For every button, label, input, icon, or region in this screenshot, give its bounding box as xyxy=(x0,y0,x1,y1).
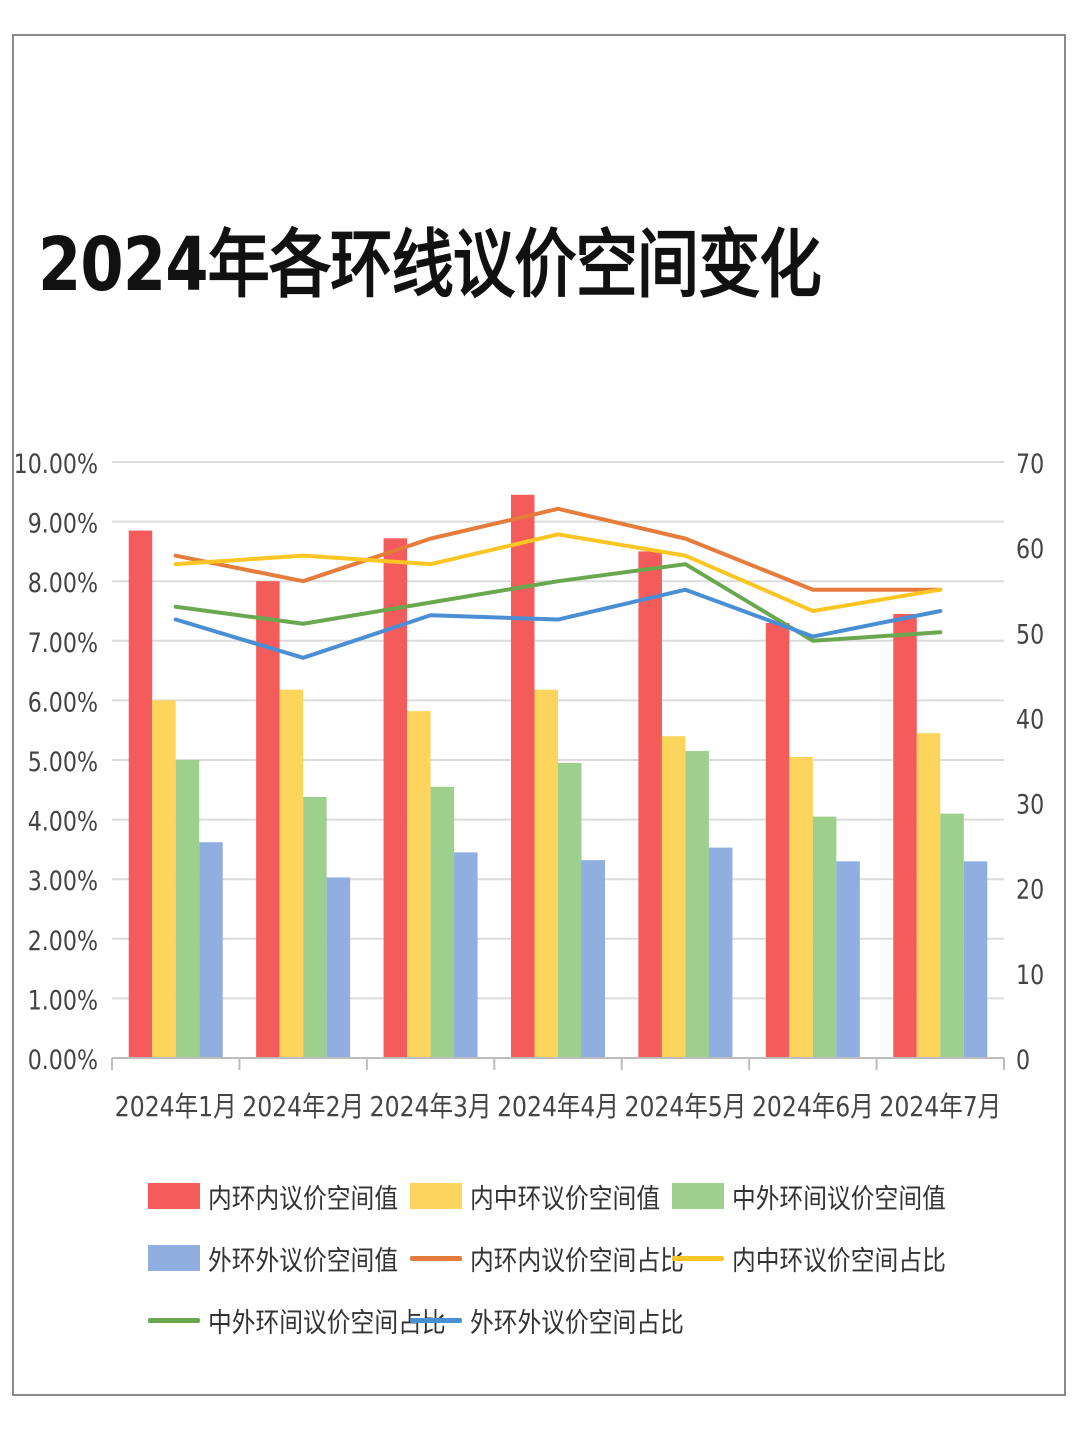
y-left-tick-label: 10.00% xyxy=(14,448,98,480)
legend-item: 内环内议价空间值 xyxy=(148,1176,424,1216)
y-right-tick-label: 20 xyxy=(1016,874,1044,906)
bar xyxy=(279,689,304,1058)
bar xyxy=(789,757,813,1058)
legend-swatch xyxy=(410,1183,462,1209)
bar xyxy=(558,762,582,1058)
legend-item: 中外环间议价空间值 xyxy=(672,1176,975,1216)
legend-label: 外环外议价空间值 xyxy=(208,1245,399,1277)
y-left-tick-label: 2.00% xyxy=(28,925,98,957)
legend-swatch xyxy=(410,1255,462,1261)
x-tick-label: 2024年5月 xyxy=(625,1091,747,1123)
y-left-tick-label: 6.00% xyxy=(28,686,98,718)
y-left-tick-label: 0.00% xyxy=(28,1044,98,1076)
bar xyxy=(765,622,790,1058)
bar xyxy=(128,530,153,1058)
series-line xyxy=(173,562,943,643)
bar xyxy=(430,786,455,1058)
y-left-tick-label: 7.00% xyxy=(28,627,98,659)
bar xyxy=(534,689,558,1058)
y-right-tick-label: 10 xyxy=(1016,959,1044,991)
legend-item: 内中环议价空间值 xyxy=(410,1176,686,1216)
legend-swatch xyxy=(148,1317,200,1323)
legend-swatch xyxy=(672,1183,724,1209)
bar xyxy=(708,847,733,1058)
bar xyxy=(638,551,662,1058)
y-right-tick-label: 50 xyxy=(1016,618,1044,650)
x-tick-label: 2024年6月 xyxy=(752,1091,874,1123)
bar xyxy=(303,796,327,1058)
bar xyxy=(836,861,860,1058)
legend-item: 外环外议价空间值 xyxy=(148,1238,424,1278)
bar xyxy=(175,760,200,1058)
bar xyxy=(199,842,223,1058)
bar xyxy=(581,860,605,1058)
series-line xyxy=(173,532,943,613)
bar xyxy=(661,736,686,1058)
bar xyxy=(256,581,280,1058)
y-right-tick-label: 0 xyxy=(1016,1044,1030,1076)
bar xyxy=(152,700,176,1058)
legend-label: 内环内议价空间占比 xyxy=(470,1245,684,1277)
y-left-tick-label: 4.00% xyxy=(28,805,98,837)
legend-label: 内中环议价空间值 xyxy=(470,1183,661,1215)
x-tick-label: 2024年4月 xyxy=(497,1091,619,1123)
y-right-tick-label: 30 xyxy=(1016,788,1044,820)
y-right-tick-label: 60 xyxy=(1016,533,1044,565)
bar xyxy=(812,816,837,1058)
bar xyxy=(326,877,351,1058)
bar xyxy=(383,538,408,1058)
x-tick-label: 2024年1月 xyxy=(115,1091,237,1123)
x-tick-label: 2024年3月 xyxy=(370,1091,492,1123)
x-tick-label: 2024年7月 xyxy=(879,1091,1001,1123)
legend-swatch xyxy=(410,1317,462,1323)
y-left-tick-label: 5.00% xyxy=(28,746,98,778)
bar xyxy=(685,751,709,1058)
legend-swatch xyxy=(148,1183,200,1209)
series-line xyxy=(173,587,943,660)
series-line xyxy=(173,506,943,592)
y-right-tick-label: 40 xyxy=(1016,703,1044,735)
y-left-tick-label: 3.00% xyxy=(28,865,98,897)
x-tick-label: 2024年2月 xyxy=(242,1091,364,1123)
bar xyxy=(893,613,917,1058)
legend-item: 中外环间议价空间占比 xyxy=(148,1300,478,1340)
legend-label: 内中环议价空间占比 xyxy=(732,1245,946,1277)
bar xyxy=(916,733,941,1058)
legend-item: 内环内议价空间占比 xyxy=(410,1238,713,1278)
y-left-tick-label: 1.00% xyxy=(28,984,98,1016)
bar xyxy=(454,852,478,1058)
legend-swatch xyxy=(672,1255,724,1261)
legend-swatch xyxy=(148,1245,200,1271)
bar xyxy=(511,494,535,1058)
bar xyxy=(407,711,431,1058)
legend-label: 中外环间议价空间占比 xyxy=(208,1307,446,1339)
legend-item: 外环外议价空间占比 xyxy=(410,1300,713,1340)
legend-label: 外环外议价空间占比 xyxy=(470,1307,684,1339)
bar xyxy=(963,861,988,1058)
legend-label: 内环内议价空间值 xyxy=(208,1183,399,1215)
bar xyxy=(940,813,964,1058)
y-left-tick-label: 8.00% xyxy=(28,567,98,599)
y-left-tick-label: 9.00% xyxy=(28,507,98,539)
y-right-tick-label: 70 xyxy=(1016,448,1044,480)
legend-label: 中外环间议价空间值 xyxy=(732,1183,946,1215)
chart-title: 2024年各环线议价空间变化 xyxy=(38,222,822,308)
legend-item: 内中环议价空间占比 xyxy=(672,1238,975,1278)
